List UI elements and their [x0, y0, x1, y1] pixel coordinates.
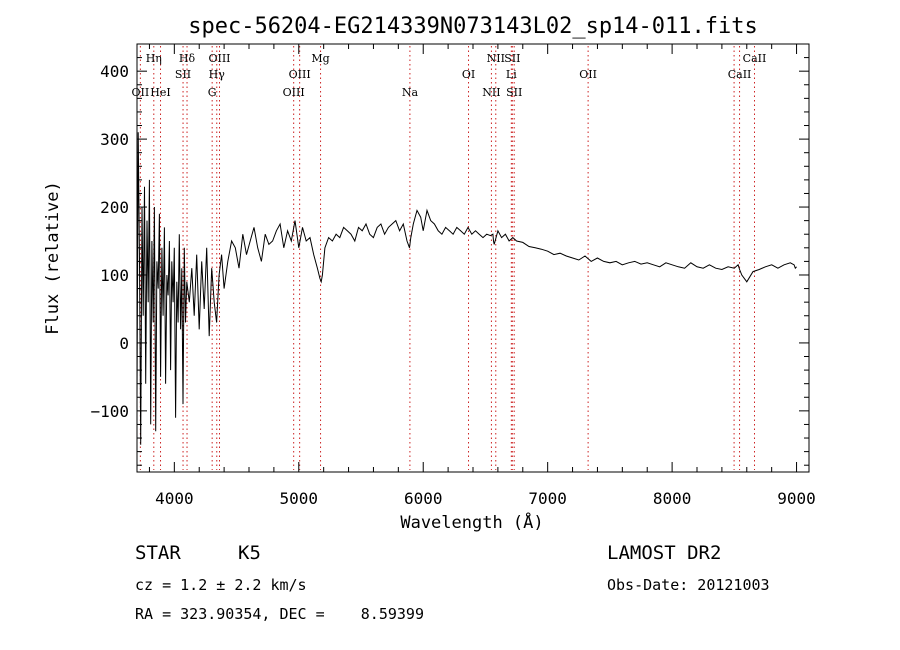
class-label: STAR — [135, 542, 181, 564]
spectral-line-label: CaII — [743, 52, 767, 65]
x-tick-label: 9000 — [777, 489, 816, 508]
y-tick-label: −100 — [90, 402, 129, 421]
spectral-line-label: G — [208, 86, 217, 99]
spectral-line-label: SII — [506, 86, 522, 99]
spectral-line-markers — [139, 46, 755, 470]
spectral-line-label: OIII — [289, 68, 311, 81]
subclass-label: K5 — [238, 542, 261, 564]
axis-ticks: 4000 5000 6000 7000 8000 9000 −100 0 100 200 300 40… — [90, 43, 816, 508]
spectrum-line — [136, 132, 797, 445]
x-tick-label: 8000 — [653, 489, 692, 508]
x-axis-label: Wavelength (Å) — [400, 511, 543, 533]
x-tick-label: 5000 — [280, 489, 319, 508]
x-tick-label: 7000 — [528, 489, 567, 508]
x-tick-label: 6000 — [404, 489, 443, 508]
spectral-line-label: OIII — [283, 86, 305, 99]
spectral-line-label: Mg — [311, 52, 329, 65]
y-tick-label: 100 — [100, 266, 129, 285]
spectral-line-label: OIII — [208, 52, 230, 65]
y-tick-label: 200 — [100, 198, 129, 217]
spectral-line-label: CaII — [728, 68, 752, 81]
spectral-line-label: OII — [132, 86, 150, 99]
spectral-line-label: NII — [482, 86, 500, 99]
coords-label: RA = 323.90354, DEC = 8.59399 — [135, 605, 424, 623]
spectral-line-label: SII — [175, 68, 191, 81]
y-tick-label: 400 — [100, 62, 129, 81]
chart-title: spec-56204-EG214339N073143L02_sp14-011.f… — [188, 14, 758, 39]
spectral-line-label: Hγ — [209, 68, 226, 81]
spectral-line-label: OII — [579, 68, 597, 81]
spectral-line-label: SII — [504, 52, 520, 65]
spectral-line-label: Li — [506, 68, 517, 81]
y-axis-label: Flux (relative) — [43, 181, 63, 335]
spectral-line-label: Hδ — [179, 52, 196, 65]
spectral-line-label: Na — [402, 86, 419, 99]
survey-label: LAMOST DR2 — [607, 542, 721, 564]
spectral-line-label: OI — [462, 68, 475, 81]
x-tick-label: 4000 — [155, 489, 194, 508]
obs-date-label: Obs-Date: 20121003 — [607, 576, 770, 594]
plot-frame — [136, 43, 810, 473]
y-tick-label: 0 — [119, 334, 129, 353]
spectral-line-label: Hη — [146, 52, 162, 65]
redshift-label: cz = 1.2 ± 2.2 km/s — [135, 576, 307, 594]
spectral-line-label: NII — [487, 52, 505, 65]
y-tick-label: 300 — [100, 130, 129, 149]
spectral-line-label: HeI — [150, 86, 170, 99]
